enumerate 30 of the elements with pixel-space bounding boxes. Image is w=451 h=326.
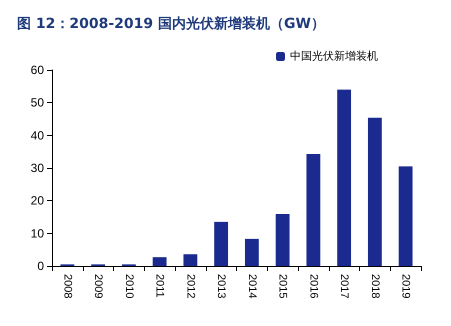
x-tick-label: 2011 [154, 274, 166, 298]
y-tick-label: 40 [30, 128, 44, 142]
bar [214, 222, 228, 266]
x-tick-label: 2017 [338, 274, 350, 298]
x-tick-label: 2009 [92, 274, 104, 298]
y-tick-label: 60 [30, 63, 44, 77]
x-tick-label: 2016 [307, 274, 320, 298]
x-tick-label: 2018 [368, 274, 381, 298]
bar [368, 118, 382, 266]
chart-title: 图 12：2008-2019 国内光伏新增装机（GW） [17, 15, 325, 32]
x-tick-label: 2008 [61, 274, 74, 298]
y-tick-label: 30 [30, 161, 44, 175]
y-tick-label: 10 [30, 226, 44, 240]
y-tick-label: 0 [37, 259, 44, 273]
x-tick-label: 2015 [276, 274, 289, 298]
x-tick-label: 2013 [215, 274, 228, 298]
bar [244, 238, 259, 266]
y-tick-label: 50 [30, 96, 44, 110]
bar [276, 214, 290, 266]
bar [183, 254, 198, 266]
bar [306, 154, 320, 266]
x-tick-label: 2014 [246, 274, 258, 298]
bar [398, 166, 413, 266]
bar [152, 257, 167, 266]
x-tick-label: 2010 [122, 274, 135, 298]
x-tick-label: 2012 [184, 274, 196, 298]
bar [337, 90, 352, 266]
x-tick-label: 2019 [400, 274, 412, 298]
legend-label: 中国光伏新增装机 [290, 50, 378, 62]
y-tick-label: 20 [30, 194, 44, 208]
